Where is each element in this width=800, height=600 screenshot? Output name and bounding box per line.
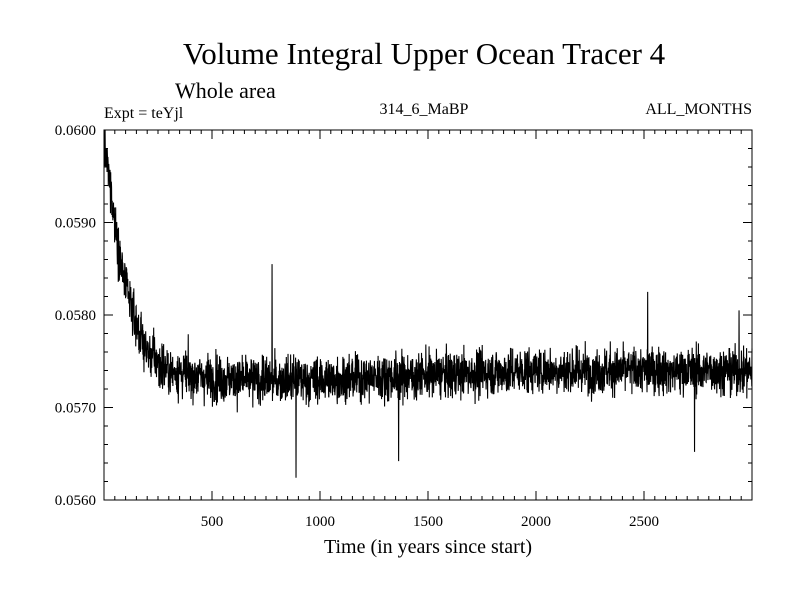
y-axis-ticks xyxy=(104,148,752,482)
y-tick-label: 0.0560 xyxy=(55,493,96,509)
x-axis-label: Time (in years since start) xyxy=(324,536,532,558)
y-tick-label: 0.0580 xyxy=(55,308,96,324)
y-tick-label: 0.0600 xyxy=(55,123,96,139)
x-axis-ticks xyxy=(114,130,742,500)
chart-title: Volume Integral Upper Ocean Tracer 4 xyxy=(183,36,666,71)
expt-label: Expt = teYjl xyxy=(104,105,184,122)
x-tick-label: 1500 xyxy=(413,514,443,530)
y-axis-tick-labels: 0.0560 0.0570 0.0580 0.0590 0.0600 xyxy=(55,123,96,509)
x-tick-label: 1000 xyxy=(305,514,335,530)
y-tick-label: 0.0590 xyxy=(55,216,96,232)
x-axis-tick-labels: 500 1000 1500 2000 2500 xyxy=(201,514,659,530)
chart-subtitle: Whole area xyxy=(175,78,276,103)
period-label: 314_6_MaBP xyxy=(380,101,469,118)
plot-frame xyxy=(103,129,753,501)
x-tick-label: 2000 xyxy=(521,514,551,530)
x-tick-label: 500 xyxy=(201,514,224,530)
months-label: ALL_MONTHS xyxy=(645,101,752,118)
y-tick-label: 0.0570 xyxy=(55,401,96,417)
series-line-tracer-4 xyxy=(103,129,753,478)
x-tick-label: 2500 xyxy=(629,514,659,530)
